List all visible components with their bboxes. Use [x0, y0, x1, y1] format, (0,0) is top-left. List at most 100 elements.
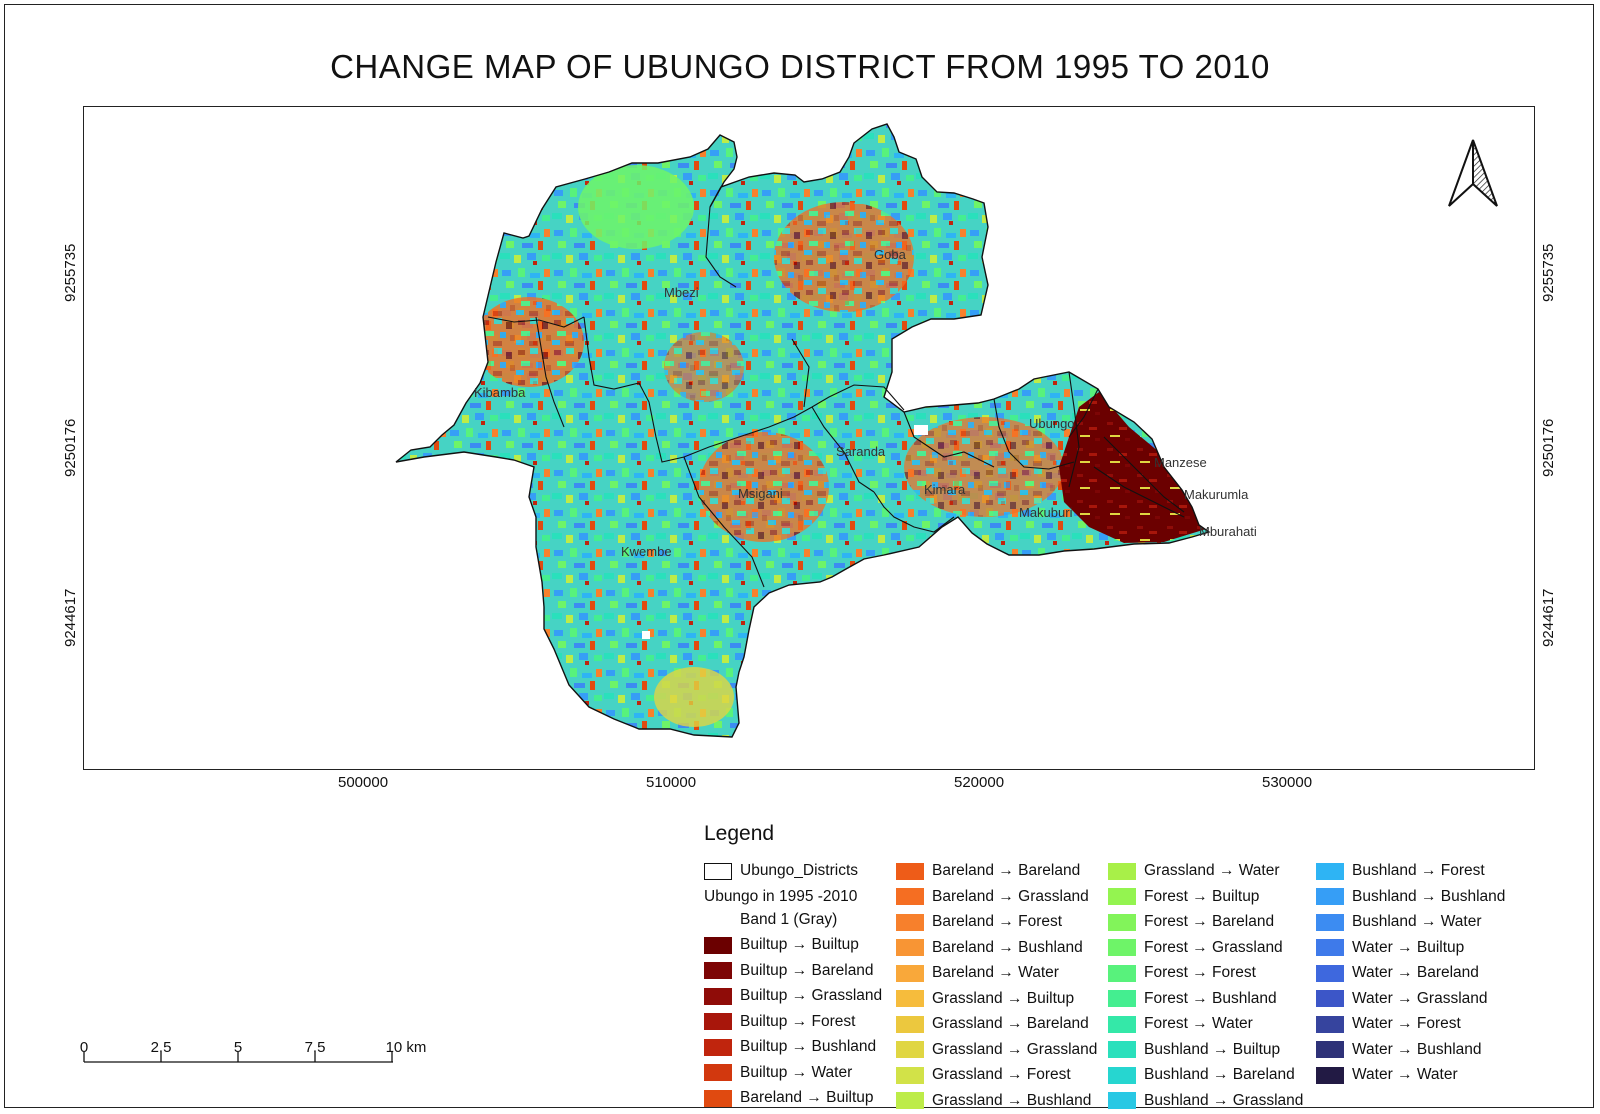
scale-label-2-5: 2.5	[150, 1039, 172, 1056]
legend-swatch	[1316, 1066, 1344, 1084]
legend-item: Builtup → Water	[704, 1062, 852, 1084]
place-label-manzese: Manzese	[1154, 455, 1207, 470]
legend-swatch	[1316, 913, 1344, 931]
legend-label: Grassland → Forest	[932, 1066, 1071, 1083]
legend-label: Water → Bareland	[1352, 964, 1479, 981]
legend-item: Builtup → Builtup	[704, 934, 859, 956]
page-frame	[4, 4, 1594, 1108]
place-label-kibamba: Kibamba	[474, 385, 526, 400]
legend-item: Forest → Builtup	[1108, 886, 1259, 908]
legend-swatch	[1108, 862, 1136, 880]
legend-label: Grassland → Bareland	[932, 1015, 1089, 1032]
legend-swatch	[1108, 1041, 1136, 1058]
legend-item: Bushland → Water	[1316, 911, 1482, 933]
legend-label: Water → Forest	[1352, 1015, 1461, 1032]
legend-item: Bushland → Bareland	[1108, 1064, 1295, 1086]
legend-swatch	[1108, 1015, 1136, 1033]
legend-label: Bushland → Forest	[1352, 862, 1485, 879]
legend-label: Bareland → Forest	[932, 913, 1063, 930]
legend-item: Builtup → Bushland	[704, 1036, 876, 1058]
legend-item: Builtup → Bareland	[704, 960, 874, 982]
legend-label: Forest → Bareland	[1144, 913, 1275, 930]
legend-item: Bareland → Builtup	[704, 1087, 874, 1109]
legend-item: Forest → Grassland	[1108, 937, 1283, 959]
legend-label: Builtup → Forest	[740, 1012, 856, 1030]
legend-swatch	[896, 964, 924, 982]
legend-label: Grassland → Grassland	[932, 1040, 1098, 1058]
legend-label: Forest → Water	[1144, 1015, 1253, 1032]
legend-label: Water → Builtup	[1352, 938, 1465, 956]
legend-label: Water → Bushland	[1352, 1040, 1482, 1058]
y-tick-left-1: 9255735	[62, 243, 79, 302]
legend-label: Bareland → Builtup	[740, 1089, 874, 1106]
legend-title: Legend	[704, 822, 775, 845]
legend-swatch	[1316, 964, 1344, 982]
legend-item: Forest → Forest	[1108, 962, 1256, 984]
place-label-kwembe: Kwembe	[621, 544, 672, 559]
place-label-saranda: Saranda	[836, 444, 886, 459]
legend-item: Water → Forest	[1316, 1013, 1461, 1035]
legend-swatch	[1108, 888, 1136, 905]
legend-label: Forest → Builtup	[1144, 887, 1260, 905]
legend-swatch	[1108, 913, 1136, 931]
legend-label: Bushland → Builtup	[1144, 1040, 1281, 1058]
legend-swatch	[1316, 990, 1344, 1007]
legend-swatch	[1316, 939, 1344, 956]
legend-swatch	[896, 888, 924, 905]
legend-swatch	[1108, 964, 1136, 982]
legend-raster-label: Ubungo in 1995 -2010	[704, 888, 858, 905]
legend-swatch	[896, 913, 924, 931]
legend-label: Bushland → Grassland	[1144, 1091, 1304, 1109]
north-arrow-icon	[1448, 139, 1498, 207]
legend-swatch-districts	[704, 862, 732, 880]
legend-label: Bareland → Bushland	[932, 938, 1083, 956]
legend-label: Bushland → Water	[1352, 913, 1482, 930]
legend-label: Forest → Forest	[1144, 964, 1256, 981]
y-tick-left-3: 9244617	[62, 588, 79, 647]
legend-item: Bareland → Bushland	[896, 937, 1083, 959]
place-label-ubungo: Ubungo	[1029, 416, 1075, 431]
legend-swatch	[704, 962, 732, 979]
legend-swatch	[1316, 1041, 1344, 1058]
legend-item: Bushland → Builtup	[1108, 1039, 1280, 1061]
legend-swatch	[704, 936, 732, 954]
legend-label: Forest → Bushland	[1144, 989, 1277, 1007]
legend-swatch	[1316, 1015, 1344, 1033]
y-tick-right-2: 9250176	[1540, 418, 1557, 477]
legend-item: Forest → Water	[1108, 1013, 1253, 1035]
legend-item: Grassland → Bushland	[896, 1090, 1091, 1112]
scale-bar	[83, 1052, 393, 1063]
legend-swatch	[704, 1038, 732, 1056]
legend-swatch	[896, 1092, 924, 1109]
legend-swatch	[704, 987, 732, 1005]
legend-label-districts: Ubungo_Districts	[740, 862, 859, 879]
legend-item-districts: Ubungo_Districts	[704, 860, 858, 882]
legend-item: Grassland → Water	[1108, 860, 1280, 882]
legend-label: Bareland → Grassland	[932, 887, 1089, 905]
map-frame[interactable]: Goba Mbezi Kibamba Ubungo Saranda Msigan…	[83, 106, 1535, 770]
legend-label: Grassland → Builtup	[932, 989, 1075, 1007]
place-label-kimara: Kimara	[924, 482, 966, 497]
legend-label: Builtup → Bushland	[740, 1038, 877, 1055]
scale-label-10km: 10 km	[385, 1039, 427, 1056]
legend-swatch	[896, 990, 924, 1007]
legend-item: Water → Builtup	[1316, 937, 1464, 959]
legend-swatch	[896, 1041, 924, 1058]
place-label-mbezi: Mbezi	[664, 285, 699, 300]
legend-item: Forest → Bareland	[1108, 911, 1274, 933]
legend-label: Grassland → Water	[1144, 862, 1280, 879]
legend-swatch	[1108, 1066, 1136, 1084]
legend-item: Grassland → Grassland	[896, 1039, 1097, 1061]
scale-label-0: 0	[79, 1039, 89, 1056]
legend-label: Water → Water	[1352, 1066, 1458, 1083]
legend-swatch	[896, 1015, 924, 1033]
place-label-msigani: Msigani	[738, 486, 783, 501]
place-label-makurumla: Makurumla	[1184, 487, 1249, 502]
legend-label: Builtup → Grassland	[740, 987, 883, 1004]
scale-label-5: 5	[233, 1039, 243, 1056]
legend-item: Builtup → Grassland	[704, 985, 882, 1007]
legend-label: Grassland → Bushland	[932, 1091, 1092, 1109]
legend-swatch	[1316, 888, 1344, 905]
map-canvas[interactable]	[84, 107, 1535, 770]
x-tick-1: 500000	[338, 774, 389, 791]
